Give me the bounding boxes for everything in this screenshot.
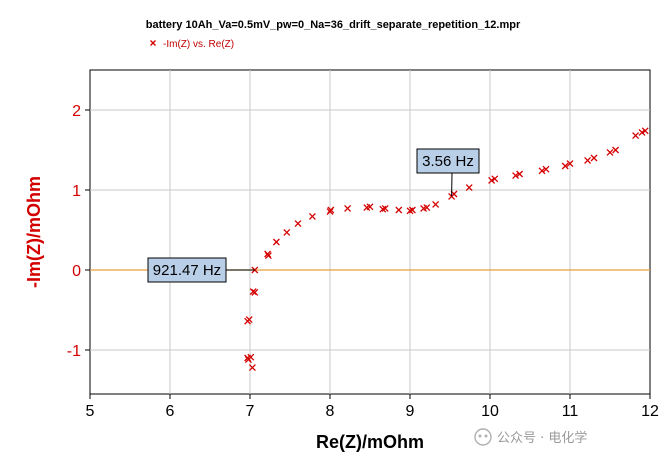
data-point: [561, 162, 569, 170]
data-points: [244, 127, 649, 372]
annotation-box: [147, 257, 227, 283]
data-point: [590, 154, 598, 162]
data-point: [538, 167, 546, 175]
y-tick-label: 0: [72, 263, 81, 280]
annotation-label: 3.56 Hz: [422, 153, 474, 170]
data-point: [632, 132, 640, 140]
legend-label: -Im(Z) vs. Re(Z): [163, 39, 234, 50]
data-point: [327, 206, 335, 214]
data-point: [264, 252, 272, 260]
y-tick-label: 2: [72, 103, 81, 120]
legend-marker: [150, 40, 156, 46]
data-point: [344, 204, 352, 212]
x-tick-label: 6: [166, 403, 175, 420]
data-point: [247, 353, 255, 361]
data-point: [251, 288, 259, 296]
x-tick-label: 8: [326, 403, 335, 420]
annotation-box: [416, 148, 480, 174]
data-point: [408, 206, 416, 214]
x-tick-label: 7: [246, 403, 255, 420]
annotation-label: 921.47 Hz: [153, 262, 221, 279]
data-point: [381, 204, 389, 212]
data-point: [566, 160, 574, 168]
data-point: [432, 200, 440, 208]
x-tick-label: 9: [406, 403, 415, 420]
data-point: [366, 203, 374, 211]
x-tick-label: 5: [86, 403, 95, 420]
data-point: [491, 175, 499, 183]
data-point: [308, 212, 316, 220]
legend-marker-icon: [150, 40, 156, 46]
y-tick-label: -1: [67, 343, 81, 360]
y-axis-ticks: -1 0 1 2: [67, 103, 90, 360]
x-tick-label: 10: [481, 403, 499, 420]
annotation: 921.47 Hz: [147, 257, 255, 283]
data-point: [612, 146, 620, 154]
watermark-logo-icon: [474, 428, 492, 446]
x-axis-label: Re(Z)/mOhm: [316, 432, 424, 452]
data-point: [465, 184, 473, 192]
data-point: [641, 127, 649, 135]
chart-title: battery 10Ah_Va=0.5mV_pw=0_Na=36_drift_s…: [146, 19, 521, 31]
annotations: 921.47 Hz 3.56 Hz: [147, 148, 480, 283]
data-point: [606, 148, 614, 156]
watermark-text: 公众号 · 电化学: [497, 430, 587, 446]
data-point: [283, 228, 291, 236]
legend: -Im(Z) vs. Re(Z): [150, 39, 234, 50]
data-point: [294, 220, 302, 228]
x-tick-label: 11: [562, 403, 579, 420]
watermark-logo-dot: [478, 434, 482, 438]
data-point: [248, 364, 256, 372]
x-axis-ticks: 5 6 7 8 9 10 11 12: [86, 394, 659, 420]
plot-area: [89, 69, 651, 395]
data-point: [395, 206, 403, 214]
x-tick-label: 12: [641, 403, 659, 420]
data-point: [423, 204, 431, 212]
data-point: [584, 156, 592, 164]
data-point: [542, 165, 550, 173]
data-point: [516, 170, 524, 178]
y-axis-label: -Im(Z)/mOhm: [24, 176, 44, 288]
watermark-logo-dot: [484, 434, 488, 438]
y-tick-label: 1: [72, 183, 81, 200]
annotation: 3.56 Hz: [416, 148, 480, 197]
data-point: [272, 238, 280, 246]
watermark: 公众号 · 电化学: [474, 428, 587, 446]
data-point: [512, 172, 520, 180]
data-point: [245, 316, 253, 324]
